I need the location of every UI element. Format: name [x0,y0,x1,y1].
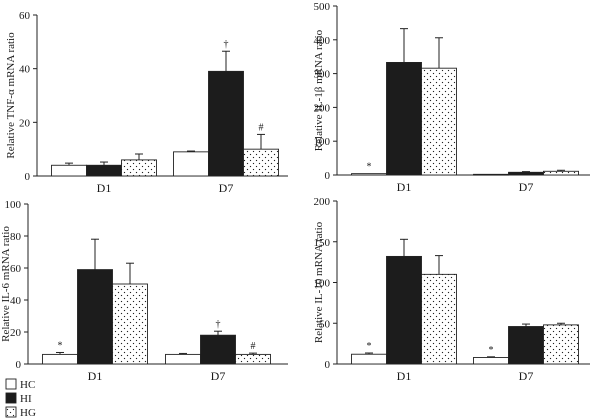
bar-hg-d1 [421,67,457,176]
bar-hc-d1 [51,164,87,177]
bar-hi-d1 [86,164,122,177]
significance-marker: * [58,340,63,351]
y-tick-label: 150 [314,237,331,249]
y-tick-label: 500 [314,1,331,13]
bar-hi-d7 [200,334,236,365]
x-tick-label: D7 [211,369,226,383]
y-tick-label: 0 [16,359,22,371]
bar-hg-d7 [243,148,279,177]
significance-marker: * [367,162,372,173]
y-tick-label: 40 [19,64,31,76]
y-tick-label: 0 [325,359,331,371]
y-axis-title: Relative IL-10 mRNA ratio [313,221,325,343]
bar-hc-d7 [473,173,509,176]
bar-hg-d7 [543,170,579,176]
panel-il10: 0 50 100 150 200 Relative IL-10 mRNA ratio D1 D… [313,196,590,383]
y-tick-label: 0 [25,171,31,183]
x-tick-label: D1 [397,369,412,383]
x-tick-label: D7 [219,181,234,195]
bar-hc-d7 [173,151,209,177]
legend-swatch-hc [5,378,17,390]
y-tick-label: 50 [319,318,331,330]
y-tick-label: 300 [314,69,331,81]
bar-hi-d7 [508,326,544,365]
bar-hg-d7 [235,353,271,365]
bar-hi-d1 [386,255,422,365]
y-tick-label: 200 [314,102,331,114]
panel-il1b: 0 100 200 300 400 500 Relative IL-1β mRNA rati… [313,1,590,194]
y-tick-label: 40 [10,295,22,307]
bar-hc-d1 [42,353,78,365]
bar-hi-d1 [386,61,422,176]
significance-marker: # [251,341,256,352]
y-tick-label: 100 [314,136,331,148]
y-tick-label: 80 [10,231,22,243]
y-axis-title: Relative IL-1β mRNA ratio [313,29,325,151]
legend: HC HI HG [5,378,36,418]
y-tick-label: 200 [314,196,331,208]
legend-label-hg: HG [20,407,36,418]
bar-hc-d1 [351,353,387,365]
x-tick-label: D1 [97,181,112,195]
bar-hg-d1 [121,159,157,177]
y-tick-label: 20 [19,117,31,129]
y-tick-label: 100 [5,199,22,211]
significance-marker: * [489,345,494,356]
y-tick-label: 100 [314,278,331,290]
significance-marker: # [259,122,264,133]
significance-marker: † [224,39,229,50]
bar-hg-d1 [421,273,457,365]
bar-hc-d1 [351,173,387,176]
bar-hc-d7 [165,353,201,365]
significance-marker: * [367,341,372,352]
y-tick-label: 60 [10,263,22,275]
legend-label-hc: HC [20,379,35,391]
y-axis-title: Relative IL-6 mRNA ratio [0,226,12,342]
significance-marker: † [216,319,221,330]
bar-hg-d7 [543,324,579,365]
y-tick-label: 0 [325,170,331,182]
bar-hi-d7 [508,171,544,176]
bar-hc-d7 [473,357,509,365]
y-tick-label: 400 [314,35,331,47]
x-tick-label: D7 [519,369,534,383]
x-tick-label: D1 [88,369,103,383]
x-tick-label: D7 [519,180,534,194]
panel-il6: 0 20 40 60 80 100 Relative IL-6 mRNA ratio D1 D7… [0,199,288,383]
legend-swatch-hg [5,406,17,418]
y-axis-title: Relative TNF-α mRNA ratio [5,32,17,159]
legend-swatch-hi [5,392,17,404]
bar-hg-d1 [112,283,148,365]
y-tick-label: 20 [10,327,22,339]
y-tick-label: 60 [19,10,31,22]
x-tick-label: D1 [397,180,412,194]
bar-hi-d7 [208,70,244,177]
bar-hi-d1 [77,269,113,365]
legend-label-hi: HI [20,393,32,405]
